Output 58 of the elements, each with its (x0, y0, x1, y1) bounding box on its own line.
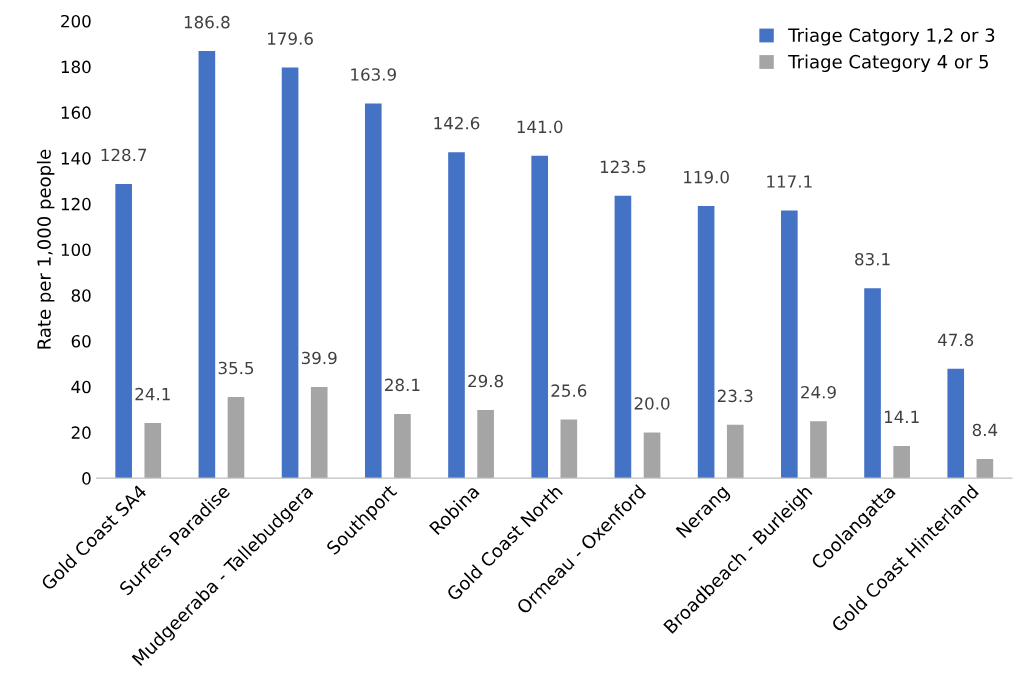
data-label: 14.1 (884, 410, 919, 423)
bar (477, 410, 494, 479)
legend-label: Triage Category 4 or 5 (788, 54, 988, 73)
data-label: 35.5 (218, 361, 254, 375)
y-tick-label: 20 (71, 426, 91, 439)
bar (531, 155, 549, 479)
data-label: 29.8 (468, 374, 504, 388)
y-tick-label: 0 (82, 472, 91, 485)
data-label: 8.4 (972, 423, 998, 437)
y-tick-label: 160 (61, 106, 91, 119)
bar (364, 103, 382, 479)
data-label: 119.0 (684, 170, 729, 184)
bar (643, 432, 661, 479)
y-tick-label: 180 (61, 60, 91, 74)
data-label: 20.0 (634, 397, 670, 410)
data-label: 28.1 (385, 378, 420, 392)
data-label: 186.8 (184, 15, 230, 29)
bar (448, 152, 465, 479)
bar (864, 288, 881, 479)
y-tick-label: 40 (71, 380, 91, 394)
y-tick-label: 100 (61, 243, 91, 257)
bar (227, 396, 245, 479)
bar (726, 424, 744, 479)
data-label: 128.7 (101, 148, 147, 162)
data-label: 25.6 (551, 384, 587, 397)
bar (697, 206, 715, 479)
data-label: 117.1 (767, 175, 812, 188)
bar (614, 195, 632, 479)
bar (560, 419, 578, 479)
data-label: 24.9 (801, 385, 836, 399)
y-tick-label: 60 (71, 334, 91, 348)
bar (810, 421, 827, 479)
bar (144, 423, 162, 479)
data-label: 123.5 (600, 160, 646, 174)
data-label: 179.6 (268, 32, 313, 45)
data-label: 47.8 (938, 333, 974, 347)
data-label: 142.6 (434, 116, 480, 130)
bar (310, 386, 328, 479)
y-tick-label: 120 (61, 197, 91, 211)
bar (281, 67, 299, 479)
data-label: 163.9 (351, 68, 396, 81)
legend-label: Triage Catgory 1,2 or 3 (788, 28, 995, 46)
data-label: 23.3 (717, 389, 753, 403)
data-label: 83.1 (855, 252, 890, 266)
data-label: 39.9 (301, 351, 337, 365)
data-label: 24.1 (135, 387, 170, 401)
y-axis-title: Rate per 1,000 people (36, 149, 55, 349)
bar (781, 210, 798, 479)
data-label: 141.0 (517, 120, 563, 134)
y-tick-label: 80 (71, 289, 91, 302)
bar (115, 183, 132, 479)
y-tick-label: 140 (61, 152, 91, 165)
y-tick-label: 200 (61, 14, 91, 28)
bar (893, 445, 910, 479)
bar (976, 458, 994, 479)
bar (947, 368, 965, 479)
bar (198, 51, 216, 479)
bar (394, 413, 411, 479)
